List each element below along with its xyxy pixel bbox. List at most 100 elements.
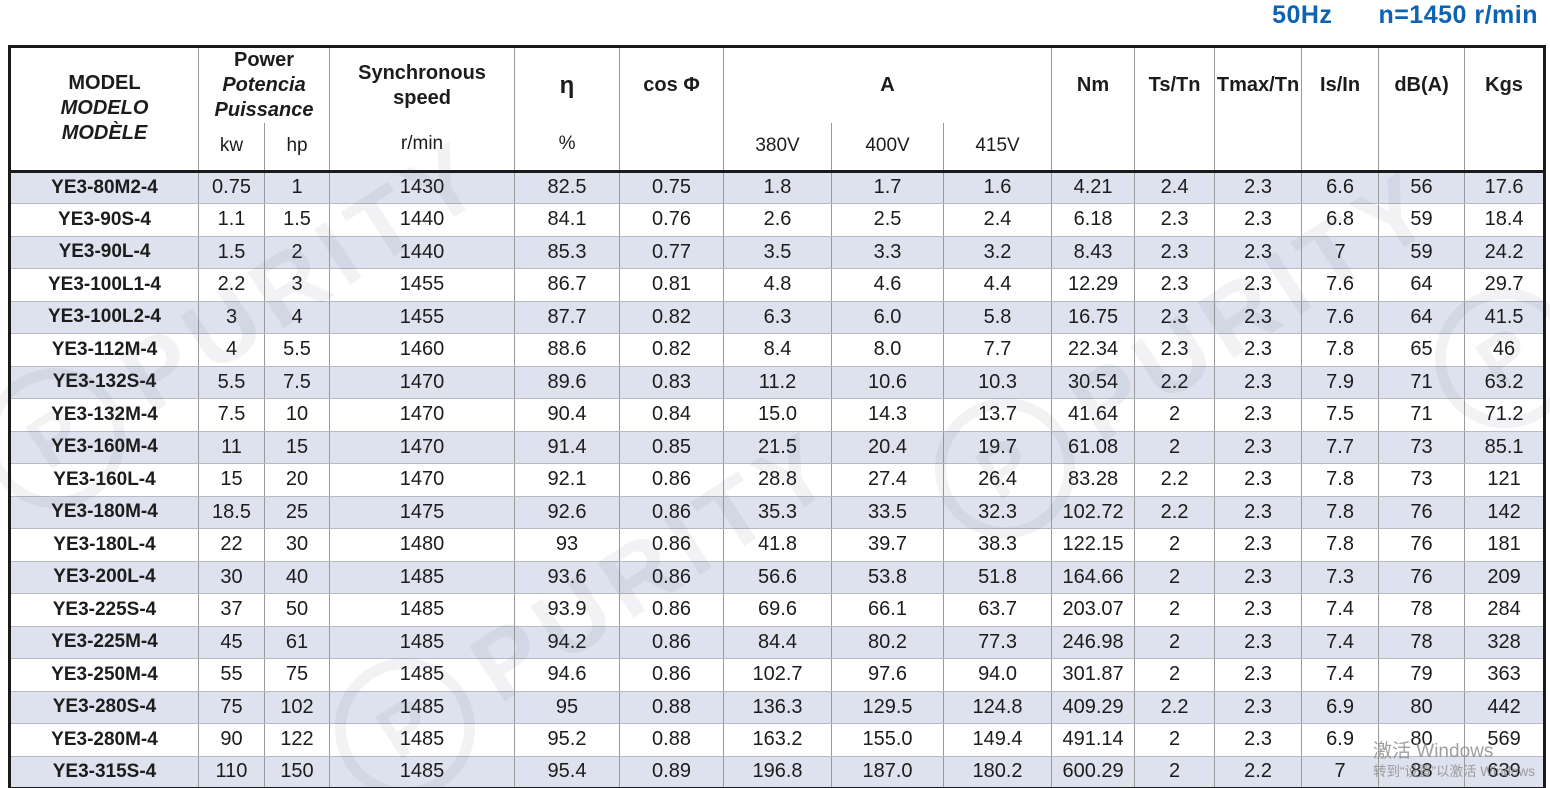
is_in-cell: 7.4	[1301, 625, 1380, 659]
speed-cell: 1485	[329, 560, 516, 594]
a380-cell: 1.8	[723, 170, 833, 204]
cos-cell: 0.86	[619, 528, 725, 562]
a415-cell: 5.8	[943, 300, 1053, 334]
is_in-cell: 7.4	[1301, 593, 1380, 627]
kw-cell: 110	[198, 755, 265, 788]
table-row: YE3-225S-4 37 50 1485 93.9 0.86 69.6 66.1 63.7 20…	[9, 593, 1546, 627]
cos-cell: 0.86	[619, 463, 725, 497]
a415-cell: 2.4	[943, 203, 1053, 237]
nm-cell: 41.64	[1051, 398, 1136, 432]
eta-cell: 95.4	[514, 755, 621, 788]
ts-cell: 2.3	[1134, 300, 1216, 334]
col-header-hp: hp	[263, 123, 331, 173]
rated-speed-label: n=1450 r/min	[1378, 1, 1538, 29]
tmax-cell: 2.3	[1214, 463, 1303, 497]
kw-cell: 15	[198, 463, 265, 497]
tmax-cell: 2.3	[1214, 398, 1303, 432]
cos-cell: 0.88	[619, 690, 725, 724]
speed-cell: 1430	[329, 170, 516, 204]
col-header-cos-phi: cos Φ	[619, 46, 725, 173]
tmax-cell: 2.3	[1214, 203, 1303, 237]
is_in-cell: 7.7	[1301, 430, 1380, 464]
model-label-fr: MODÈLE	[61, 122, 148, 145]
a380-cell: 56.6	[723, 560, 833, 594]
cos-cell: 0.88	[619, 723, 725, 757]
kw-cell: 37	[198, 593, 265, 627]
cos-phi-label: cos Φ	[643, 74, 700, 97]
eta-cell: 88.6	[514, 333, 621, 367]
table-header: MODEL MODELO MODÈLE Power Potencia Puiss…	[9, 46, 1546, 173]
a380-cell: 3.5	[723, 235, 833, 269]
table-row: YE3-100L2-4 3 4 1455 87.7 0.82 6.3 6.0 5.8 16.75 2…	[9, 300, 1546, 334]
model-cell: YE3-200L-4	[9, 560, 199, 594]
a400-cell: 6.0	[831, 300, 945, 334]
col-header-tmax-tn: Tmax/Tn	[1214, 46, 1303, 173]
eta-cell: 90.4	[514, 398, 621, 432]
tmax-cell: 2.3	[1214, 430, 1303, 464]
model-cell: YE3-225S-4	[9, 593, 199, 627]
db-cell: 64	[1378, 268, 1466, 302]
model-label-en: MODEL	[68, 72, 141, 95]
a415-cell: 19.7	[943, 430, 1053, 464]
hp-cell: 3	[263, 268, 331, 302]
a380-cell: 4.8	[723, 268, 833, 302]
a415-cell: 63.7	[943, 593, 1053, 627]
hp-cell: 7.5	[263, 365, 331, 399]
hp-cell: 10	[263, 398, 331, 432]
kw-cell: 18.5	[198, 495, 265, 529]
kw-cell: 5.5	[198, 365, 265, 399]
nm-cell: 164.66	[1051, 560, 1136, 594]
nm-cell: 30.54	[1051, 365, 1136, 399]
tmax-cell: 2.3	[1214, 268, 1303, 302]
db-cell: 76	[1378, 495, 1466, 529]
cos-cell: 0.86	[619, 625, 725, 659]
kw-cell: 4	[198, 333, 265, 367]
ts-cell: 2.2	[1134, 690, 1216, 724]
power-label-fr: Puissance	[214, 99, 314, 121]
speed-cell: 1475	[329, 495, 516, 529]
nm-cell: 600.29	[1051, 755, 1136, 788]
hp-cell: 102	[263, 690, 331, 724]
cos-cell: 0.84	[619, 398, 725, 432]
title-bar: 50Hz n=1450 r/min	[1272, 1, 1538, 30]
is_in-cell: 7.6	[1301, 268, 1380, 302]
ts-cell: 2.3	[1134, 235, 1216, 269]
kgs-cell: 142	[1464, 495, 1546, 529]
db-cell: 79	[1378, 658, 1466, 692]
a380-cell: 6.3	[723, 300, 833, 334]
kw-cell: 45	[198, 625, 265, 659]
model-cell: YE3-180M-4	[9, 495, 199, 529]
current-label: A	[880, 74, 895, 96]
is_in-cell: 7	[1301, 755, 1380, 788]
eta-cell: 92.1	[514, 463, 621, 497]
eta-cell: 95.2	[514, 723, 621, 757]
cos-cell: 0.75	[619, 170, 725, 204]
table-row: YE3-160M-4 11 15 1470 91.4 0.85 21.5 20.4 19.7 61…	[9, 430, 1546, 464]
col-header-ts-tn: Ts/Tn	[1134, 46, 1216, 173]
ts-cell: 2	[1134, 755, 1216, 788]
nm-cell: 491.14	[1051, 723, 1136, 757]
model-cell: YE3-160M-4	[9, 430, 199, 464]
is-in-label: Is/In	[1320, 74, 1361, 97]
col-header-nm: Nm	[1051, 46, 1136, 173]
model-cell: YE3-280M-4	[9, 723, 199, 757]
db-cell: 78	[1378, 593, 1466, 627]
a380-cell: 2.6	[723, 203, 833, 237]
db-cell: 56	[1378, 170, 1466, 204]
nm-cell: 61.08	[1051, 430, 1136, 464]
cos-cell: 0.83	[619, 365, 725, 399]
a415-cell: 180.2	[943, 755, 1053, 788]
model-cell: YE3-132M-4	[9, 398, 199, 432]
kw-cell: 11	[198, 430, 265, 464]
is_in-cell: 7.8	[1301, 495, 1380, 529]
kw-cell: 3	[198, 300, 265, 334]
eta-cell: 95	[514, 690, 621, 724]
a415-cell: 3.2	[943, 235, 1053, 269]
a400-cell: 4.6	[831, 268, 945, 302]
kgs-cell: 41.5	[1464, 300, 1546, 334]
sync-speed-line2: speed	[393, 86, 451, 109]
power-label-es: Potencia	[222, 74, 306, 96]
a380-cell: 69.6	[723, 593, 833, 627]
is_in-cell: 6.6	[1301, 170, 1380, 204]
